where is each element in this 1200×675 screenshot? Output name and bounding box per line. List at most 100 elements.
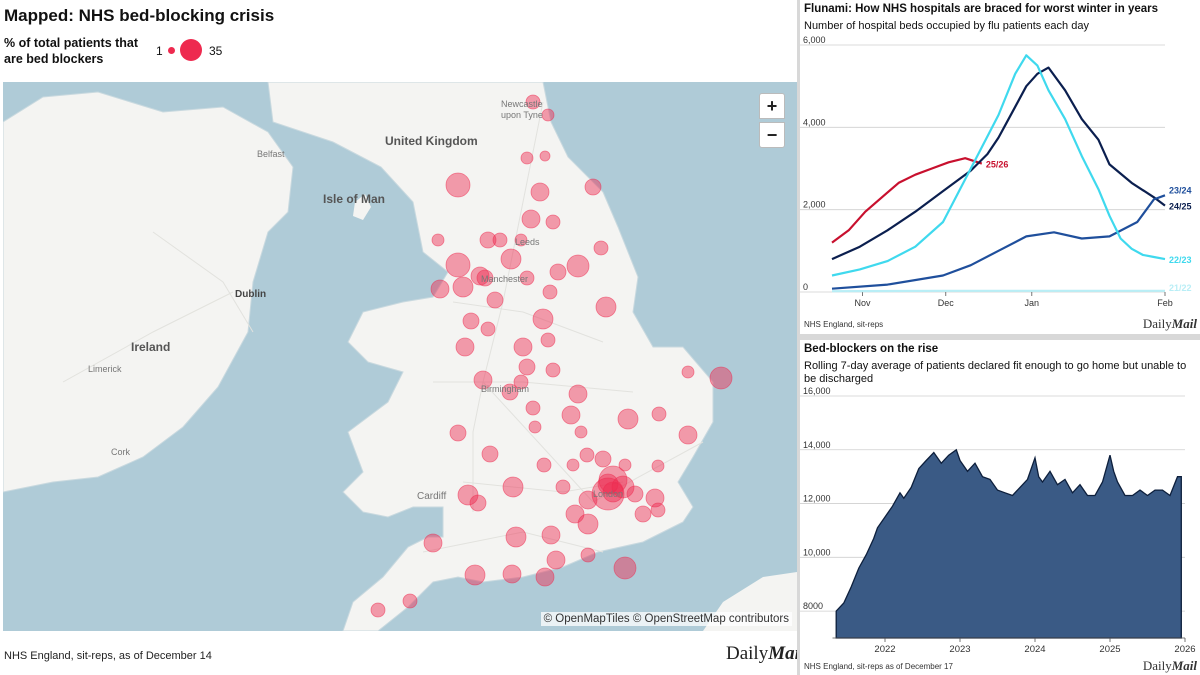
- hospital-bubble[interactable]: [578, 490, 598, 510]
- hospital-bubble[interactable]: [535, 567, 555, 587]
- hospital-bubble[interactable]: [577, 513, 599, 535]
- map-attribution[interactable]: © OpenMapTiles © OpenStreetMap contribut…: [540, 612, 792, 626]
- hospital-bubble[interactable]: [681, 365, 695, 379]
- hospital-bubble[interactable]: [545, 362, 561, 378]
- hospital-bubble[interactable]: [650, 502, 666, 518]
- hospital-bubble[interactable]: [545, 214, 561, 230]
- zoom-out-button[interactable]: −: [759, 122, 785, 148]
- hospital-bubble[interactable]: [521, 209, 541, 229]
- hospital-bubble[interactable]: [651, 406, 667, 422]
- hospital-bubble[interactable]: [402, 593, 418, 609]
- hospital-bubble[interactable]: [431, 233, 445, 247]
- hospital-bubble[interactable]: [566, 254, 590, 278]
- hospital-bubble[interactable]: [464, 564, 486, 586]
- hospital-bubble[interactable]: [430, 279, 450, 299]
- hospital-bubble[interactable]: [611, 475, 635, 499]
- hospital-bubble[interactable]: [541, 525, 561, 545]
- hospital-bubble[interactable]: [452, 276, 474, 298]
- hospital-bubble[interactable]: [481, 445, 499, 463]
- hospital-bubble[interactable]: [540, 332, 556, 348]
- hospital-bubble[interactable]: [501, 383, 519, 401]
- flu-x-tick: Dec: [938, 298, 955, 308]
- hospital-bubble[interactable]: [462, 312, 480, 330]
- hospital-bubble[interactable]: [525, 400, 541, 416]
- flu-chart-panel: Flunami: How NHS hospitals are braced fo…: [800, 0, 1200, 334]
- hospital-bubble[interactable]: [579, 447, 595, 463]
- zoom-in-button[interactable]: +: [759, 93, 785, 119]
- hospital-bubble[interactable]: [445, 252, 471, 278]
- hospital-bubble[interactable]: [651, 459, 665, 473]
- flu-y-tick: 6,000: [803, 35, 826, 45]
- hospital-bubble[interactable]: [479, 231, 497, 249]
- place-label: United Kingdom: [385, 134, 478, 148]
- hospital-bubble[interactable]: [594, 450, 612, 468]
- hospital-bubble[interactable]: [449, 424, 467, 442]
- hospital-bubble[interactable]: [502, 564, 522, 584]
- hospital-bubble[interactable]: [566, 458, 580, 472]
- hospital-bubble[interactable]: [476, 269, 494, 287]
- hospital-bubble[interactable]: [595, 296, 617, 318]
- hospital-bubble[interactable]: [513, 374, 529, 390]
- hospital-bubble[interactable]: [532, 308, 554, 330]
- bed-chart-source: NHS England, sit-reps as of December 17: [804, 662, 953, 671]
- hospital-bubble[interactable]: [370, 602, 386, 618]
- hospital-bubble[interactable]: [541, 108, 555, 122]
- hospital-bubble[interactable]: [593, 240, 609, 256]
- hospital-bubble[interactable]: [634, 505, 652, 523]
- hospital-bubble[interactable]: [574, 425, 588, 439]
- hospital-bubble[interactable]: [470, 266, 490, 286]
- place-label-layer: United Kingdom Isle of Man Belfast Dublin Ir…: [88, 99, 623, 502]
- hospital-bubble[interactable]: [618, 458, 632, 472]
- hospital-bubble[interactable]: [525, 94, 541, 110]
- hospital-bubble[interactable]: [513, 337, 533, 357]
- place-label: Cork: [111, 447, 131, 457]
- hospital-bubble[interactable]: [423, 533, 443, 553]
- hospital-bubble[interactable]: [549, 263, 567, 281]
- hospital-bubble[interactable]: [626, 485, 644, 503]
- hospital-bubble[interactable]: [617, 408, 639, 430]
- map-canvas[interactable]: United Kingdom Isle of Man Belfast Dublin Ir…: [3, 82, 797, 631]
- bed-y-tick: 12,000: [803, 494, 831, 504]
- bed-y-tick: 10,000: [803, 547, 831, 557]
- hospital-bubble[interactable]: [645, 488, 665, 508]
- hospital-bubble[interactable]: [530, 182, 550, 202]
- hospital-bubble[interactable]: [709, 366, 733, 390]
- hospital-bubble[interactable]: [546, 550, 566, 570]
- bed-area: [835, 448, 1182, 639]
- hospital-bubble[interactable]: [678, 425, 698, 445]
- hospital-bubble[interactable]: [480, 321, 496, 337]
- place-label: London: [593, 489, 623, 499]
- flu-series-label: 21/22: [1169, 283, 1192, 293]
- hospital-bubble[interactable]: [518, 358, 536, 376]
- hospital-bubble[interactable]: [584, 178, 602, 196]
- hospital-bubble[interactable]: [568, 384, 588, 404]
- hospital-bubble[interactable]: [469, 494, 487, 512]
- hospital-bubble[interactable]: [514, 233, 528, 247]
- hospital-bubble[interactable]: [561, 405, 581, 425]
- hospital-bubble[interactable]: [555, 479, 571, 495]
- map-viewport[interactable]: United Kingdom Isle of Man Belfast Dublin Ir…: [3, 82, 797, 631]
- hospital-bubble[interactable]: [542, 284, 558, 300]
- hospital-bubble[interactable]: [455, 337, 475, 357]
- hospital-bubble[interactable]: [598, 465, 628, 495]
- hospital-bubble[interactable]: [536, 457, 552, 473]
- hospital-bubble[interactable]: [445, 172, 471, 198]
- hospital-bubble[interactable]: [591, 477, 625, 511]
- hospital-bubble[interactable]: [519, 270, 535, 286]
- place-label: Limerick: [88, 364, 122, 374]
- logo-text-plain: Daily: [726, 643, 769, 664]
- hospital-bubble[interactable]: [613, 556, 637, 580]
- hospital-bubble[interactable]: [473, 370, 493, 390]
- hospital-bubble[interactable]: [539, 150, 551, 162]
- hospital-bubble[interactable]: [502, 476, 524, 498]
- hospital-bubble[interactable]: [486, 291, 504, 309]
- hospital-bubble[interactable]: [500, 248, 522, 270]
- hospital-bubble[interactable]: [580, 547, 596, 563]
- hospital-bubble[interactable]: [505, 526, 527, 548]
- hospital-bubble[interactable]: [520, 151, 534, 165]
- hospital-bubble[interactable]: [528, 420, 542, 434]
- hospital-bubble[interactable]: [492, 232, 508, 248]
- bed-logo-bold: Mail: [1171, 658, 1197, 673]
- flu-series-label: 25/26: [986, 160, 1009, 170]
